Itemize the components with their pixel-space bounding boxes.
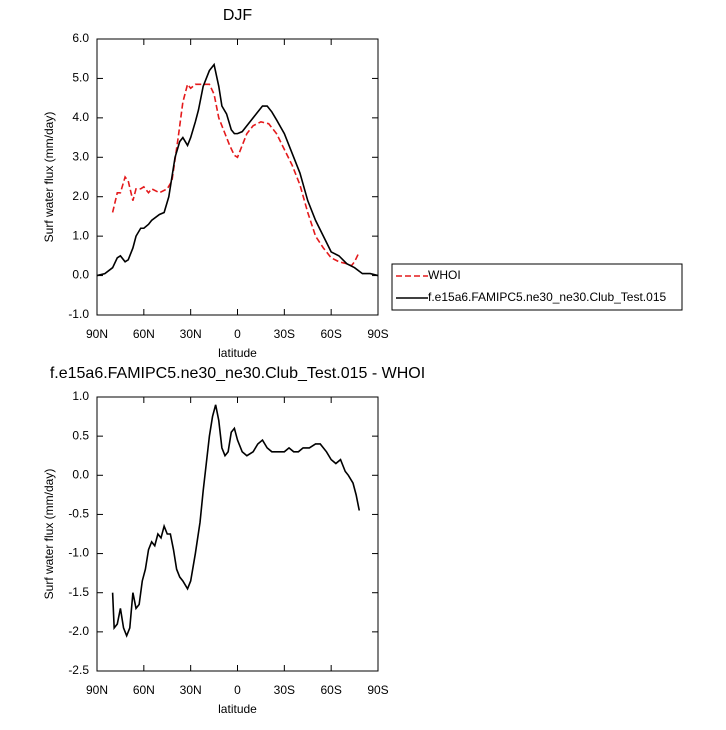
y-tick-label: -1.5 xyxy=(68,585,89,599)
y-tick-label: 6.0 xyxy=(72,31,89,45)
y-tick-label: 4.0 xyxy=(72,110,89,124)
x-tick-label: 30S xyxy=(274,327,295,341)
x-tick-label: 90N xyxy=(86,683,108,697)
x-tick-label: 90S xyxy=(367,327,388,341)
x-tick-label: 60N xyxy=(133,327,155,341)
series-line xyxy=(111,404,361,638)
x-tick-label: 30N xyxy=(180,683,202,697)
chart-title: f.e15a6.FAMIPC5.ne30_ne30.Club_Test.015 … xyxy=(50,365,425,382)
x-tick-label: 0 xyxy=(234,683,241,697)
y-tick-label: 0.5 xyxy=(72,428,89,442)
y-tick-label: 2.0 xyxy=(72,189,89,203)
y-tick-label: -1.0 xyxy=(68,307,89,321)
plot-frame xyxy=(96,38,379,316)
x-tick-label: 60S xyxy=(320,327,341,341)
legend-label: WHOI xyxy=(428,268,461,282)
y-tick-label: 1.0 xyxy=(72,389,89,403)
series-line xyxy=(96,62,379,277)
x-tick-label: 90S xyxy=(367,683,388,697)
x-tick-label: 60S xyxy=(320,683,341,697)
legend-box xyxy=(391,263,683,311)
y-tick-label: -1.0 xyxy=(68,546,89,560)
x-axis-label: latitude xyxy=(218,702,257,716)
y-tick-label: -2.0 xyxy=(68,624,89,638)
y-tick-label: 3.0 xyxy=(72,149,89,163)
x-axis-label: latitude xyxy=(218,346,257,360)
x-tick-label: 30N xyxy=(180,327,202,341)
y-axis-label: Surf water flux (mm/day) xyxy=(42,469,56,600)
y-tick-label: 1.0 xyxy=(72,228,89,242)
x-tick-label: 30S xyxy=(274,683,295,697)
x-tick-label: 60N xyxy=(133,683,155,697)
y-tick-label: 5.0 xyxy=(72,71,89,85)
x-tick-label: 0 xyxy=(234,327,241,341)
y-tick-label: 0.0 xyxy=(72,467,89,481)
x-tick-label: 90N xyxy=(86,327,108,341)
y-axis-label: Surf water flux (mm/day) xyxy=(42,112,56,243)
y-tick-label: -0.5 xyxy=(68,507,89,521)
legend-label: f.e15a6.FAMIPC5.ne30_ne30.Club_Test.015 xyxy=(428,290,666,304)
y-tick-label: -2.5 xyxy=(68,663,89,677)
chart-title: DJF xyxy=(223,7,253,24)
y-tick-label: 0.0 xyxy=(72,268,89,282)
series-line xyxy=(111,82,360,267)
